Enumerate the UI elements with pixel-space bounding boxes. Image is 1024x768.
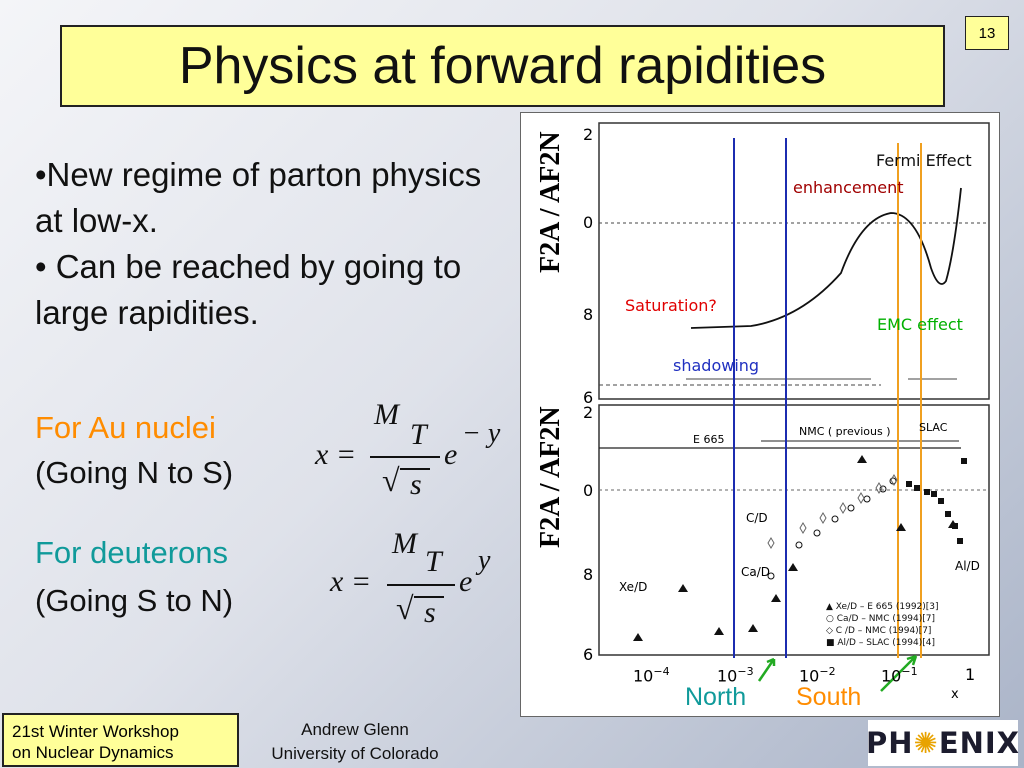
xtick: 10−2 xyxy=(799,665,836,686)
c-points xyxy=(767,474,898,549)
author-name: Andrew Glenn xyxy=(301,720,409,739)
eq2-exp: y xyxy=(478,545,491,576)
deut-direction: (Going S to N) xyxy=(35,583,234,618)
bottom-ytick: 8 xyxy=(583,565,594,584)
cad-label: Ca/D xyxy=(741,565,771,579)
e665-label: E 665 xyxy=(693,433,725,446)
logo-text-post: ENIX xyxy=(938,726,1021,760)
top-y-axis-label: F2A / AF2N xyxy=(535,131,566,273)
author-footer: Andrew Glenn University of Colorado xyxy=(255,718,455,766)
phenix-logo: PH ✺ ENIX xyxy=(865,720,1021,766)
workshop-line-1: 21st Winter Workshop xyxy=(12,722,179,741)
legend-entry: ◇ C /D – NMC (1994)[7] xyxy=(826,626,932,636)
workshop-line-2: on Nuclear Dynamics xyxy=(12,743,174,762)
x-axis-label: x xyxy=(951,687,959,702)
bottom-ytick: 2 xyxy=(583,403,594,422)
nmc-points xyxy=(767,477,897,580)
cd-label: C/D xyxy=(746,511,768,525)
sun-icon: ✺ xyxy=(913,726,939,760)
eq2-sqrt-bar xyxy=(414,596,444,598)
eq2-num-m: M xyxy=(392,527,417,560)
workshop-footer: 21st Winter Workshop on Nuclear Dynamics xyxy=(2,713,239,767)
eq1-fraction-bar xyxy=(370,456,440,458)
ald-label: Al/D xyxy=(955,559,980,573)
bottom-y-axis-label: F2A / AF2N xyxy=(535,406,566,548)
north-arrow-icon xyxy=(757,657,776,682)
legend-entry: ○ Ca/D – NMC (1994)[7] xyxy=(826,614,936,624)
xtick: 10−1 xyxy=(881,665,918,686)
ratio-curve xyxy=(690,187,962,329)
eq1-exp: − y xyxy=(462,418,501,449)
eq1-num-m: M xyxy=(374,398,399,431)
figure-svg xyxy=(598,122,990,692)
south-label: South xyxy=(796,683,862,711)
bullet-list: •New regime of parton physics at low-x. … xyxy=(35,152,505,336)
eq1-num-t: T xyxy=(410,418,427,451)
bottom-ytick: 0 xyxy=(583,481,594,500)
al-points xyxy=(906,458,967,544)
structure-function-figure: F2A / AF2N F2A / AF2N 2 0 8 6 2 0 8 6 10… xyxy=(520,112,1000,717)
south-arrow-icon xyxy=(880,654,918,692)
bottom-ytick: 6 xyxy=(583,645,594,664)
slac-label: SLAC xyxy=(919,421,948,434)
eq2-exp-base: e xyxy=(459,565,473,598)
eq1-lhs: x = xyxy=(315,438,357,471)
eq1-den: s xyxy=(410,468,422,501)
top-ytick: 0 xyxy=(583,213,594,232)
enhancement-label: enhancement xyxy=(793,178,904,197)
xtick: 1 xyxy=(965,665,976,684)
bullet-item: •New regime of parton physics at low-x. xyxy=(35,156,482,239)
page-number: 13 xyxy=(965,16,1009,50)
top-ytick: 8 xyxy=(583,305,594,324)
top-panel-frame xyxy=(598,122,990,400)
au-direction: (Going N to S) xyxy=(35,455,234,490)
top-ytick: 2 xyxy=(583,125,594,144)
xed-label: Xe/D xyxy=(619,580,648,594)
eq2-sqrt-icon: √ xyxy=(396,590,414,626)
eq1-sqrt-bar xyxy=(400,468,430,470)
logo-text-pre: PH xyxy=(865,726,914,760)
north-label: North xyxy=(685,683,747,711)
eq2-fraction-bar xyxy=(387,584,455,586)
eq1-exp-base: e xyxy=(444,438,458,471)
bullet-item: • Can be reached by going to large rapid… xyxy=(35,248,462,331)
slide-title-box: Physics at forward rapidities xyxy=(60,25,945,107)
eq1-sqrt-icon: √ xyxy=(382,462,400,498)
bottom-panel-frame xyxy=(598,404,990,656)
figure-legend: ▲ Xe/D – E 665 (1992)[3] ○ Ca/D – NMC (1… xyxy=(826,601,939,649)
au-label: For Au nuclei xyxy=(35,410,216,445)
xtick: 10−4 xyxy=(633,665,670,686)
emc-label: EMC effect xyxy=(877,315,963,334)
author-affiliation: University of Colorado xyxy=(271,744,439,763)
eq2-num-t: T xyxy=(425,545,442,578)
shadowing-label: shadowing xyxy=(673,356,760,375)
fermi-label: Fermi Effect xyxy=(876,151,972,170)
xtick: 10−3 xyxy=(717,665,754,686)
legend-entry: ■ Al/D – SLAC (1994)[4] xyxy=(826,638,935,648)
eq2-den: s xyxy=(424,596,436,629)
deut-label: For deuterons xyxy=(35,535,228,570)
top-ytick: 6 xyxy=(583,388,594,407)
saturation-label: Saturation? xyxy=(625,296,717,315)
legend-entry: ▲ Xe/D – E 665 (1992)[3] xyxy=(826,602,939,612)
slide-title: Physics at forward rapidities xyxy=(178,37,827,95)
eq2-lhs: x = xyxy=(330,565,372,598)
nmc-label: NMC ( previous ) xyxy=(799,425,891,438)
